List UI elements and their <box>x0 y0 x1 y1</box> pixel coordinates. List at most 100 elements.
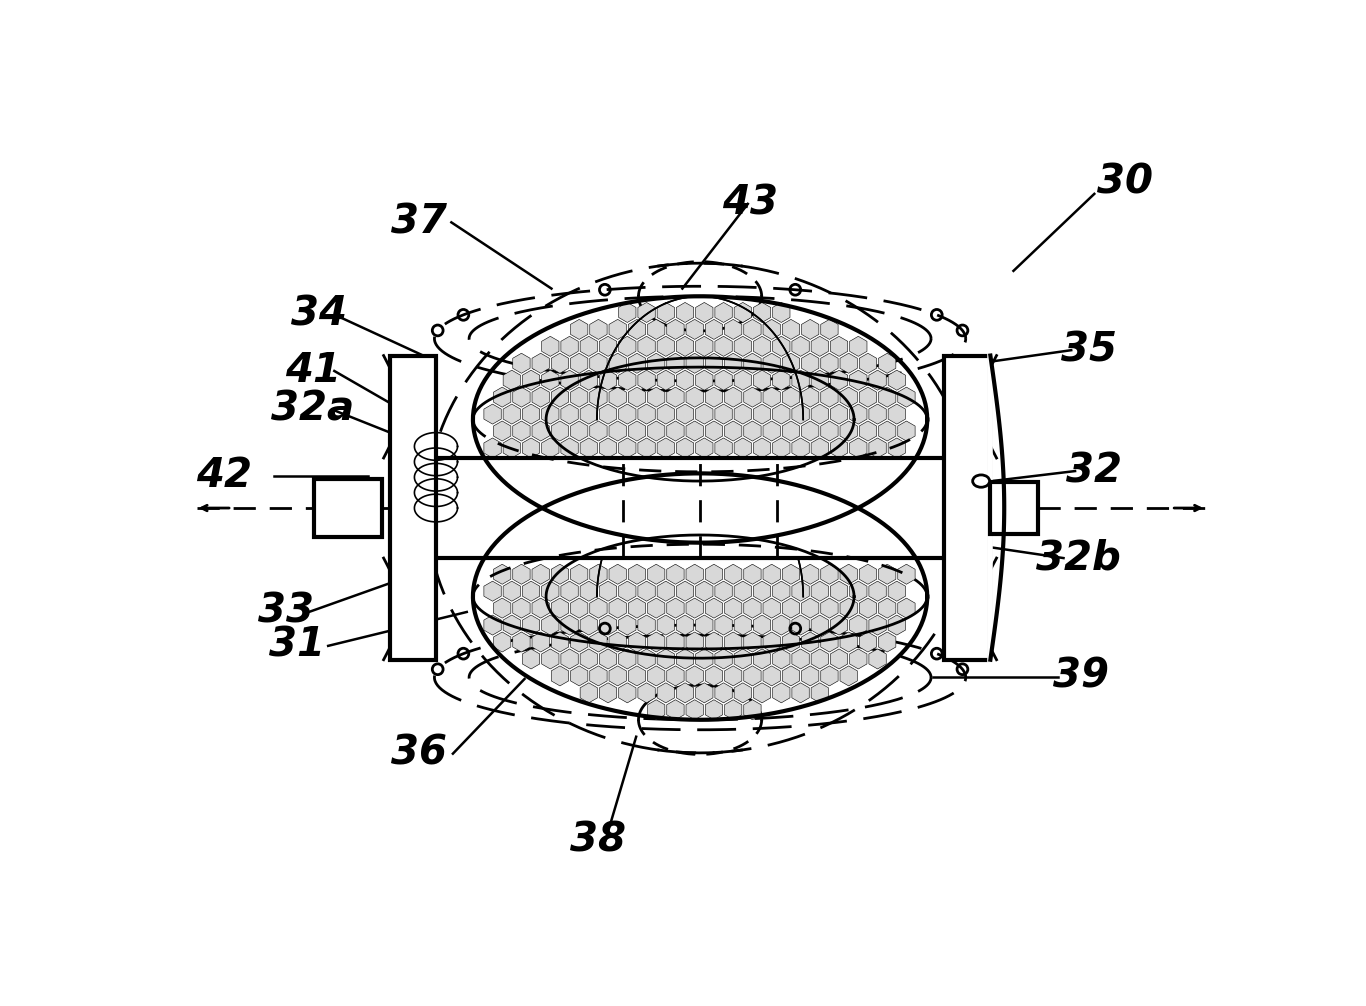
Text: 32: 32 <box>1067 451 1123 491</box>
Polygon shape <box>609 666 627 686</box>
Polygon shape <box>831 370 848 390</box>
Polygon shape <box>571 387 587 407</box>
Polygon shape <box>493 632 511 652</box>
Polygon shape <box>724 700 742 719</box>
Polygon shape <box>792 438 809 458</box>
Polygon shape <box>811 615 828 635</box>
Polygon shape <box>705 564 723 584</box>
Polygon shape <box>676 303 694 323</box>
Polygon shape <box>619 683 637 703</box>
Polygon shape <box>503 438 520 458</box>
Polygon shape <box>686 632 703 652</box>
Polygon shape <box>667 387 684 407</box>
Polygon shape <box>802 666 818 686</box>
Polygon shape <box>522 615 540 635</box>
Polygon shape <box>503 370 520 390</box>
Polygon shape <box>600 370 616 390</box>
Polygon shape <box>552 387 568 407</box>
Polygon shape <box>695 404 713 425</box>
FancyBboxPatch shape <box>944 355 990 660</box>
Polygon shape <box>667 700 684 719</box>
Polygon shape <box>628 564 646 584</box>
Polygon shape <box>724 564 742 584</box>
Polygon shape <box>764 319 780 339</box>
Polygon shape <box>590 599 607 618</box>
Text: 32b: 32b <box>1037 538 1121 578</box>
Polygon shape <box>609 632 627 652</box>
Text: 35: 35 <box>1061 330 1117 370</box>
Polygon shape <box>590 564 607 584</box>
Polygon shape <box>878 632 896 652</box>
Polygon shape <box>609 564 627 584</box>
Polygon shape <box>600 438 616 458</box>
Polygon shape <box>850 438 867 458</box>
Polygon shape <box>783 353 799 373</box>
Polygon shape <box>657 683 675 703</box>
Polygon shape <box>531 422 549 441</box>
Polygon shape <box>686 387 703 407</box>
Polygon shape <box>638 336 656 356</box>
Text: 41: 41 <box>284 351 340 391</box>
Text: 31: 31 <box>269 626 325 666</box>
Polygon shape <box>581 336 597 356</box>
Text: 42: 42 <box>197 457 253 496</box>
Polygon shape <box>657 581 675 602</box>
FancyBboxPatch shape <box>990 482 1038 534</box>
Polygon shape <box>647 564 665 584</box>
Polygon shape <box>493 387 511 407</box>
Polygon shape <box>676 438 694 458</box>
Polygon shape <box>764 422 780 441</box>
Polygon shape <box>628 422 646 441</box>
Polygon shape <box>493 599 511 618</box>
Polygon shape <box>783 666 799 686</box>
Polygon shape <box>783 599 799 618</box>
Polygon shape <box>657 649 675 669</box>
Polygon shape <box>754 649 770 669</box>
Polygon shape <box>512 422 530 441</box>
Polygon shape <box>695 581 713 602</box>
Polygon shape <box>773 438 790 458</box>
Polygon shape <box>609 422 627 441</box>
Polygon shape <box>850 336 867 356</box>
Polygon shape <box>609 353 627 373</box>
Polygon shape <box>802 353 818 373</box>
Polygon shape <box>897 422 915 441</box>
Polygon shape <box>571 353 587 373</box>
Polygon shape <box>695 615 713 635</box>
Polygon shape <box>512 387 530 407</box>
Polygon shape <box>821 666 839 686</box>
Polygon shape <box>850 581 867 602</box>
Polygon shape <box>811 336 828 356</box>
Polygon shape <box>888 581 906 602</box>
Polygon shape <box>724 422 742 441</box>
Polygon shape <box>531 599 549 618</box>
Polygon shape <box>609 387 627 407</box>
Polygon shape <box>840 632 858 652</box>
Polygon shape <box>628 599 646 618</box>
Polygon shape <box>802 387 818 407</box>
Polygon shape <box>840 422 858 441</box>
Polygon shape <box>600 336 616 356</box>
Polygon shape <box>792 336 809 356</box>
Polygon shape <box>695 303 713 323</box>
Polygon shape <box>695 336 713 356</box>
Polygon shape <box>792 649 809 669</box>
Polygon shape <box>743 599 761 618</box>
Polygon shape <box>542 370 559 390</box>
Polygon shape <box>714 336 732 356</box>
Polygon shape <box>754 303 770 323</box>
Polygon shape <box>754 438 770 458</box>
Polygon shape <box>657 370 675 390</box>
Polygon shape <box>676 683 694 703</box>
Polygon shape <box>754 581 770 602</box>
Polygon shape <box>512 632 530 652</box>
Polygon shape <box>667 564 684 584</box>
Polygon shape <box>686 564 703 584</box>
Polygon shape <box>503 581 520 602</box>
Polygon shape <box>821 422 839 441</box>
Polygon shape <box>878 387 896 407</box>
Polygon shape <box>888 404 906 425</box>
Polygon shape <box>552 666 568 686</box>
Polygon shape <box>493 422 511 441</box>
Text: 32a: 32a <box>272 389 354 430</box>
